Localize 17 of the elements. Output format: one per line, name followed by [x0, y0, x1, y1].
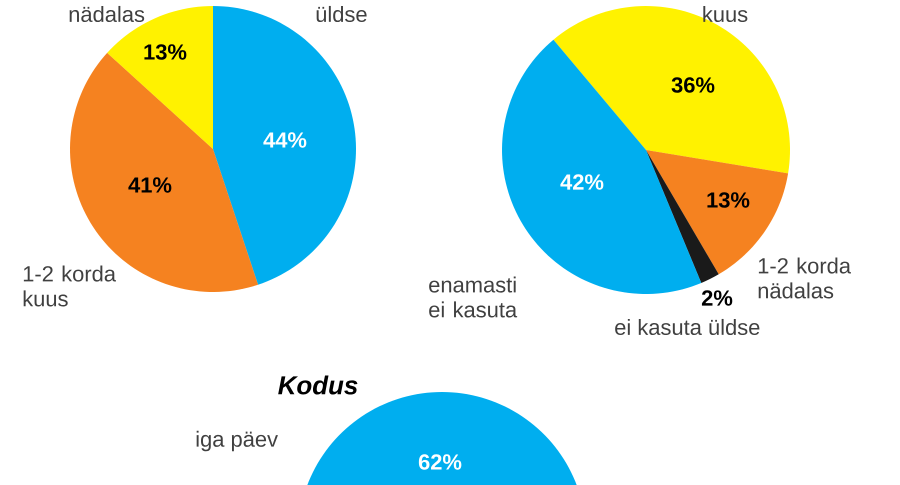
- data-label: 62%: [418, 454, 462, 470]
- slice-label: ei kasuta üldse: [615, 318, 760, 336]
- slice-label: 1-2 korda kuus: [24, 265, 116, 307]
- slice-label: nädalas: [70, 6, 144, 22]
- slice-label: enamasti ei kasuta: [429, 276, 518, 318]
- data-label: 36%: [672, 77, 714, 93]
- data-label: 2%: [702, 290, 732, 306]
- slice-label: kuus: [703, 6, 748, 22]
- data-label: 13%: [144, 44, 186, 60]
- slice-label: 1-2 korda nädalas: [758, 257, 851, 299]
- data-label: 13%: [707, 192, 750, 208]
- chart-title: Kodus: [278, 375, 358, 395]
- slice-label: üldse: [316, 6, 367, 22]
- slice-label: iga päev: [196, 430, 278, 452]
- data-label: 44%: [263, 132, 306, 148]
- data-label: 41%: [128, 177, 172, 193]
- data-label: 42%: [560, 174, 604, 190]
